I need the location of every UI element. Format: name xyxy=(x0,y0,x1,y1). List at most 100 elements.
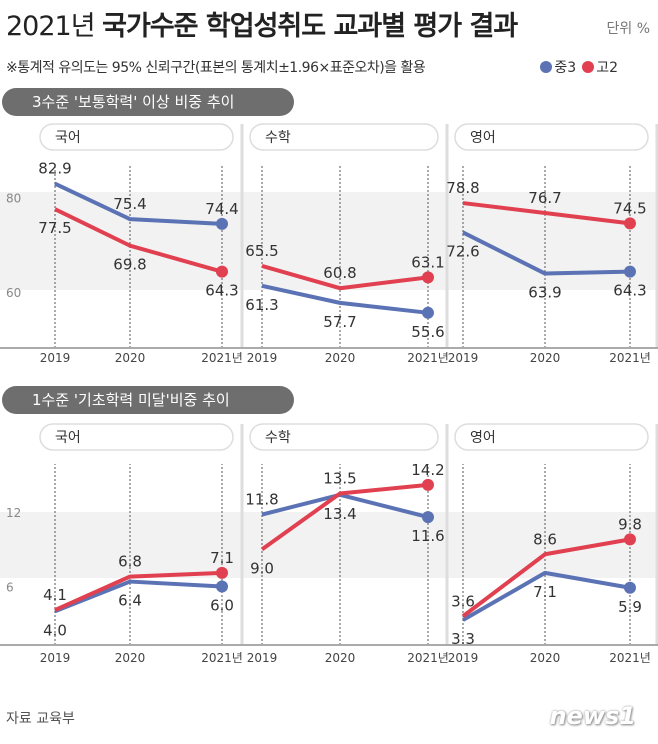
data-label: 4.0 xyxy=(43,621,67,639)
series-line-중3 xyxy=(462,570,631,622)
data-point xyxy=(216,580,228,593)
data-label: 74.5 xyxy=(613,199,646,217)
x-tick-label: 2019 xyxy=(247,351,278,365)
x-tick-label: 2021년 xyxy=(407,651,449,665)
data-label: 63.1 xyxy=(411,253,444,271)
data-label: 65.5 xyxy=(245,242,278,260)
data-label: 76.7 xyxy=(528,189,561,207)
data-label: 11.8 xyxy=(245,491,278,509)
panel-tab xyxy=(39,423,234,451)
news1-logo: news1 xyxy=(549,702,636,730)
data-label: 75.4 xyxy=(113,195,146,213)
data-label: 14.2 xyxy=(411,461,444,479)
data-label: 55.6 xyxy=(411,323,444,341)
data-label: 3.3 xyxy=(451,630,475,648)
legend: 중3 고2 xyxy=(540,57,618,77)
series-line-중3 xyxy=(462,230,631,276)
data-point xyxy=(624,265,636,278)
data-label: 77.5 xyxy=(38,219,71,237)
legend-item: 중3 xyxy=(540,57,576,77)
x-tick-label: 2019 xyxy=(448,351,479,365)
series-line-고2 xyxy=(461,537,631,618)
x-tick-label: 2020 xyxy=(115,351,146,365)
series-line-고2 xyxy=(261,264,429,291)
series-line-고2 xyxy=(462,201,631,226)
x-tick-label: 2021년 xyxy=(201,351,243,365)
series-line-고2 xyxy=(54,570,223,612)
panel-title: 수학 xyxy=(265,430,291,446)
legend-dot xyxy=(582,61,595,73)
data-label: 11.6 xyxy=(411,527,444,545)
data-label: 57.7 xyxy=(323,313,356,331)
panel-tab xyxy=(249,123,439,151)
series-line-중3 xyxy=(54,181,223,226)
data-point xyxy=(624,217,636,230)
data-label: 8.6 xyxy=(533,530,557,548)
data-point xyxy=(422,478,434,491)
data-point xyxy=(422,511,434,524)
y-tick-label: 80 xyxy=(6,191,21,205)
x-tick-label: 2021년 xyxy=(609,651,651,665)
panel-title: 영어 xyxy=(470,430,496,446)
x-tick-label: 2019 xyxy=(448,651,479,665)
data-label: 63.9 xyxy=(528,284,561,302)
panel-title: 수학 xyxy=(265,130,291,146)
panel-title: 영어 xyxy=(470,130,496,146)
x-tick-label: 2019 xyxy=(40,651,71,665)
data-label: 6.4 xyxy=(118,592,142,610)
panel-tab xyxy=(39,123,234,151)
x-tick-label: 2020 xyxy=(325,351,356,365)
x-tick-label: 2020 xyxy=(325,651,356,665)
data-label: 5.9 xyxy=(618,598,642,616)
data-label: 60.8 xyxy=(323,264,356,282)
x-tick-label: 2019 xyxy=(40,351,71,365)
data-label: 6.0 xyxy=(210,597,234,615)
data-label: 64.3 xyxy=(613,282,646,300)
unit-label: 단위 % xyxy=(606,21,650,37)
data-label: 9.8 xyxy=(618,515,642,533)
panel-tab xyxy=(454,423,649,451)
data-label: 74.4 xyxy=(205,200,238,218)
series-line-고2 xyxy=(54,207,223,274)
y-tick-label: 60 xyxy=(6,286,21,300)
section-title-bottom: 1수준 '기초학력 미달'비중 추이 xyxy=(2,386,294,414)
y-tick-label: 6 xyxy=(6,581,14,595)
data-point xyxy=(216,217,228,230)
data-label: 78.8 xyxy=(446,179,479,197)
data-label: 61.3 xyxy=(245,296,278,314)
x-tick-label: 2020 xyxy=(530,651,561,665)
data-label: 9.0 xyxy=(250,559,274,577)
gridband xyxy=(0,512,658,578)
data-label: 13.5 xyxy=(323,470,356,488)
x-tick-label: 2020 xyxy=(115,651,146,665)
data-label: 72.6 xyxy=(446,242,479,260)
legend-dot xyxy=(540,61,553,73)
data-label: 13.4 xyxy=(323,505,356,523)
x-tick-label: 2021년 xyxy=(407,351,449,365)
data-label: 82.9 xyxy=(38,160,71,178)
x-tick-label: 2019 xyxy=(247,651,278,665)
x-tick-label: 2020 xyxy=(530,351,561,365)
page-title: 2021년 국가수준 학업성취도 교과별 평가 결과 xyxy=(6,11,518,42)
note: ※통계적 유의도는 95% 신뢰구간(표본의 통계치±1.96×표준오차)을 활… xyxy=(6,60,426,76)
data-point xyxy=(624,581,636,594)
data-point xyxy=(624,533,636,546)
series-line-중3 xyxy=(54,579,223,614)
data-point xyxy=(422,306,434,319)
x-tick-label: 2021년 xyxy=(609,351,651,365)
data-point xyxy=(216,265,228,278)
x-tick-label: 2021년 xyxy=(201,651,243,665)
y-tick-label: 12 xyxy=(6,506,21,520)
legend-item: 고2 xyxy=(582,57,618,77)
data-label: 69.8 xyxy=(113,256,146,274)
data-label: 64.3 xyxy=(205,282,238,300)
data-label: 3.6 xyxy=(451,592,475,610)
panel-tab xyxy=(454,123,649,151)
section-title-top: 3수준 '보통학력' 이상 비중 추이 xyxy=(2,88,294,116)
series-line-중3 xyxy=(261,283,429,315)
source: 자료 교육부 xyxy=(6,711,75,727)
data-label: 6.8 xyxy=(118,553,142,571)
series-line-고2 xyxy=(260,482,429,551)
